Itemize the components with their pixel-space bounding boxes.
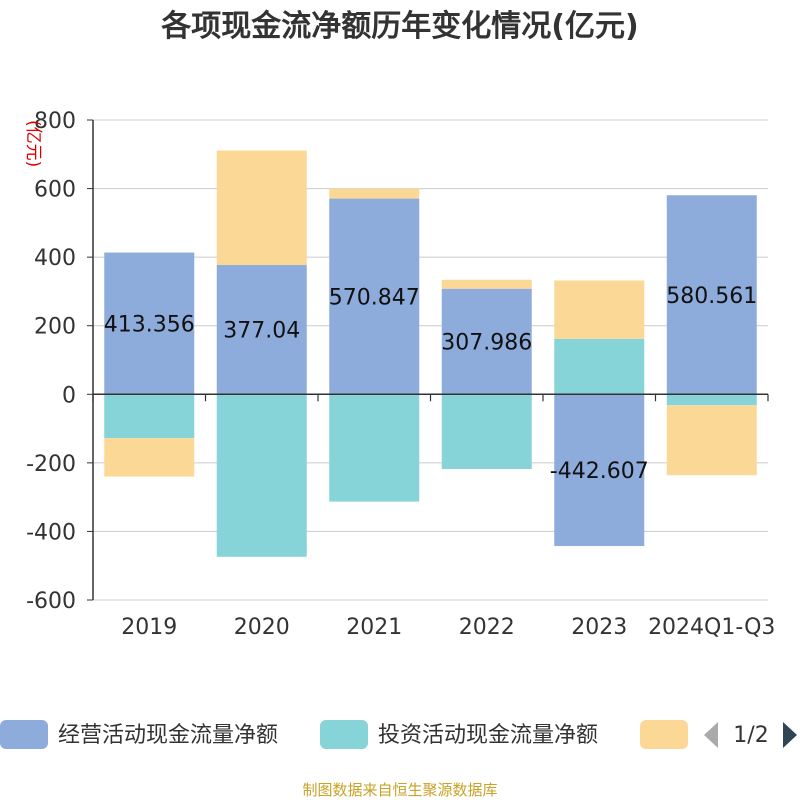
bar-segment-2 [554, 338, 645, 395]
y-tick-label: 400 [34, 246, 76, 271]
bar-segment-3 [329, 188, 420, 199]
data-label: 307.986 [441, 330, 532, 355]
y-axis-label: (亿元) [23, 120, 43, 167]
bar-segment-1 [554, 394, 645, 547]
prev-page-icon[interactable] [704, 722, 718, 748]
legend-item-3[interactable] [640, 720, 688, 749]
bar-segment-3 [216, 150, 307, 266]
bar-segment-2 [104, 394, 195, 439]
data-label: 580.561 [666, 284, 757, 309]
bar-segment-3 [666, 405, 757, 476]
bar-segment-2 [441, 394, 532, 470]
data-label: 377.04 [223, 319, 300, 344]
bar-segment-3 [441, 279, 532, 289]
legend-item-2[interactable]: 投资活动现金流量净额 [320, 720, 598, 749]
legend-label: 投资活动现金流量净额 [378, 723, 598, 748]
bar-segment-1 [104, 252, 195, 395]
y-tick-label: -600 [26, 589, 76, 614]
data-labels: 413.356 377.04 570.847 307.986 -442.607 580.5… [104, 284, 757, 484]
legend-swatch [320, 720, 368, 749]
legend-page-indicator: 1/2 [733, 723, 768, 748]
x-tick-labels: 2019 2020 2021 2022 2023 2024Q1-Q3 [121, 615, 775, 640]
bars [104, 150, 757, 557]
bar-segment-2 [666, 394, 757, 406]
legend-item-1[interactable]: 经营活动现金流量净额 [0, 720, 278, 749]
grid [87, 119, 768, 601]
bar-segment-1 [216, 265, 307, 395]
x-tick-label: 2020 [234, 615, 290, 640]
legend-label: 经营活动现金流量净额 [58, 723, 278, 748]
y-tick-label: 0 [62, 383, 76, 408]
data-label: -442.607 [550, 459, 649, 484]
bar-segment-2 [216, 394, 307, 557]
x-tick-label: 2019 [121, 615, 177, 640]
legend-swatch [0, 720, 48, 749]
x-tick-label: 2021 [346, 615, 402, 640]
bar-segment-1 [666, 195, 757, 395]
bar-segment-3 [554, 280, 645, 339]
x-tick-label: 2023 [571, 615, 627, 640]
bar-segment-3 [104, 438, 195, 477]
bar-segment-2 [329, 394, 420, 502]
y-tick-label: -400 [26, 520, 76, 545]
axes [92, 120, 769, 600]
chart-title: 各项现金流净额历年变化情况(亿元) [160, 9, 638, 44]
legend-pager: 1/2 [704, 722, 797, 748]
y-tick-label: 200 [34, 315, 76, 340]
y-tick-label: 800 [34, 109, 76, 134]
legend: 经营活动现金流量净额 投资活动现金流量净额 [0, 720, 688, 749]
y-tick-label: -200 [26, 452, 76, 477]
y-tick-label: 600 [34, 178, 76, 203]
bar-segment-1 [329, 198, 420, 395]
legend-swatch [640, 720, 688, 749]
x-tick-label: 2022 [459, 615, 515, 640]
bar-segment-1 [441, 288, 532, 395]
footer-source: 制图数据来自恒生聚源数据库 [302, 781, 497, 799]
next-page-icon[interactable] [783, 722, 797, 748]
y-tick-labels: -600 -400 -200 0 200 400 600 800 [26, 109, 76, 614]
data-label: 413.356 [104, 312, 195, 337]
data-label: 570.847 [329, 285, 420, 310]
x-tick-label: 2024Q1-Q3 [648, 615, 775, 640]
